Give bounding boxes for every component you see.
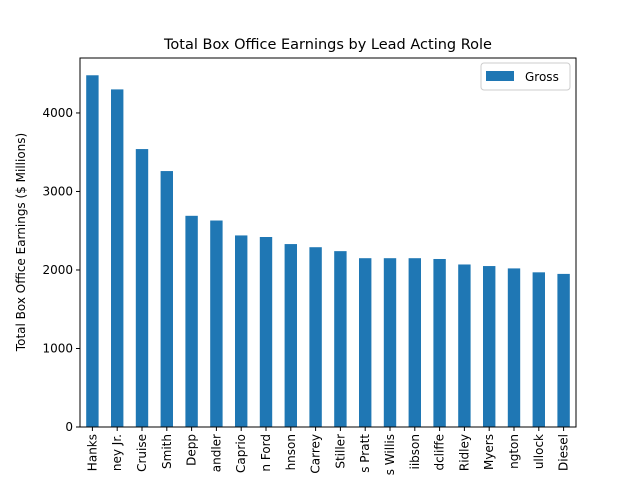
x-tick-label-14: iibson — [408, 434, 422, 469]
x-tick-label-13: s Willis — [383, 434, 397, 475]
x-tick-label-10: Carrey — [309, 434, 323, 474]
y-tick-label-1: 0 — [65, 420, 73, 434]
bars-group — [86, 75, 570, 428]
y-tick-label-2: 1000 — [42, 341, 73, 355]
bar-1 — [86, 75, 99, 428]
y-tick-label-3: 2000 — [42, 263, 73, 277]
x-tick-label-4: Smith — [160, 434, 174, 469]
x-tick-label-19: ullock — [532, 434, 546, 469]
bar-11 — [334, 251, 347, 427]
x-tick-label-3: Cruise — [135, 434, 149, 472]
x-tick-label-16: Ridley — [457, 434, 471, 471]
bar-6 — [210, 220, 223, 427]
x-tick-label-18: ngton — [507, 434, 521, 469]
x-tick-label-8: n Ford — [259, 434, 273, 472]
bar-13 — [383, 258, 397, 427]
bar-7 — [235, 235, 248, 427]
x-tick-label-6: andler — [209, 434, 223, 472]
y-axis-ticks: 0 1000 2000 3000 4000 — [42, 106, 80, 434]
x-tick-label-17: Myers — [482, 434, 496, 470]
bar-20 — [557, 273, 570, 427]
legend: Gross — [480, 62, 571, 91]
y-tick-label-4: 3000 — [42, 184, 73, 198]
bar-19 — [532, 272, 545, 427]
bar-4 — [160, 171, 173, 427]
bar-12 — [359, 258, 372, 427]
x-axis-ticks: Hanks ney Jr. Cruise Smith Depp andler Caprio n… — [85, 427, 571, 475]
bar-10 — [309, 247, 322, 427]
y-tick-label-5: 4000 — [42, 106, 73, 120]
bar-15 — [433, 258, 446, 427]
x-tick-label-2: ney Jr. — [110, 434, 124, 471]
bar-18 — [507, 268, 521, 427]
x-tick-label-11: Stiller — [333, 434, 347, 469]
x-tick-label-1: Hanks — [85, 434, 99, 471]
plot-border — [79, 57, 577, 428]
bar-14 — [408, 258, 421, 427]
y-axis-label: Total Box Office Earnings ($ Millions) — [14, 133, 28, 352]
x-tick-label-9: hnson — [284, 434, 298, 470]
x-tick-label-15: dcliffe — [433, 434, 447, 471]
legend-swatch — [486, 71, 514, 81]
x-tick-label-7: Caprio — [234, 434, 248, 473]
bar-8 — [259, 237, 273, 427]
bar-16 — [458, 264, 471, 427]
bar-5 — [185, 215, 198, 427]
x-tick-label-12: s Pratt — [358, 434, 372, 473]
x-tick-label-20: Diesel — [557, 434, 571, 471]
bar-3 — [135, 149, 149, 427]
bar-2 — [111, 89, 124, 428]
bar-9 — [284, 244, 297, 427]
x-tick-label-5: Depp — [185, 434, 199, 466]
chart-title: Total Box Office Earnings by Lead Acting… — [163, 37, 492, 53]
bar-17 — [483, 266, 496, 427]
plot-frame — [79, 57, 577, 428]
legend-box — [480, 62, 571, 91]
legend-label: Gross — [525, 70, 559, 84]
